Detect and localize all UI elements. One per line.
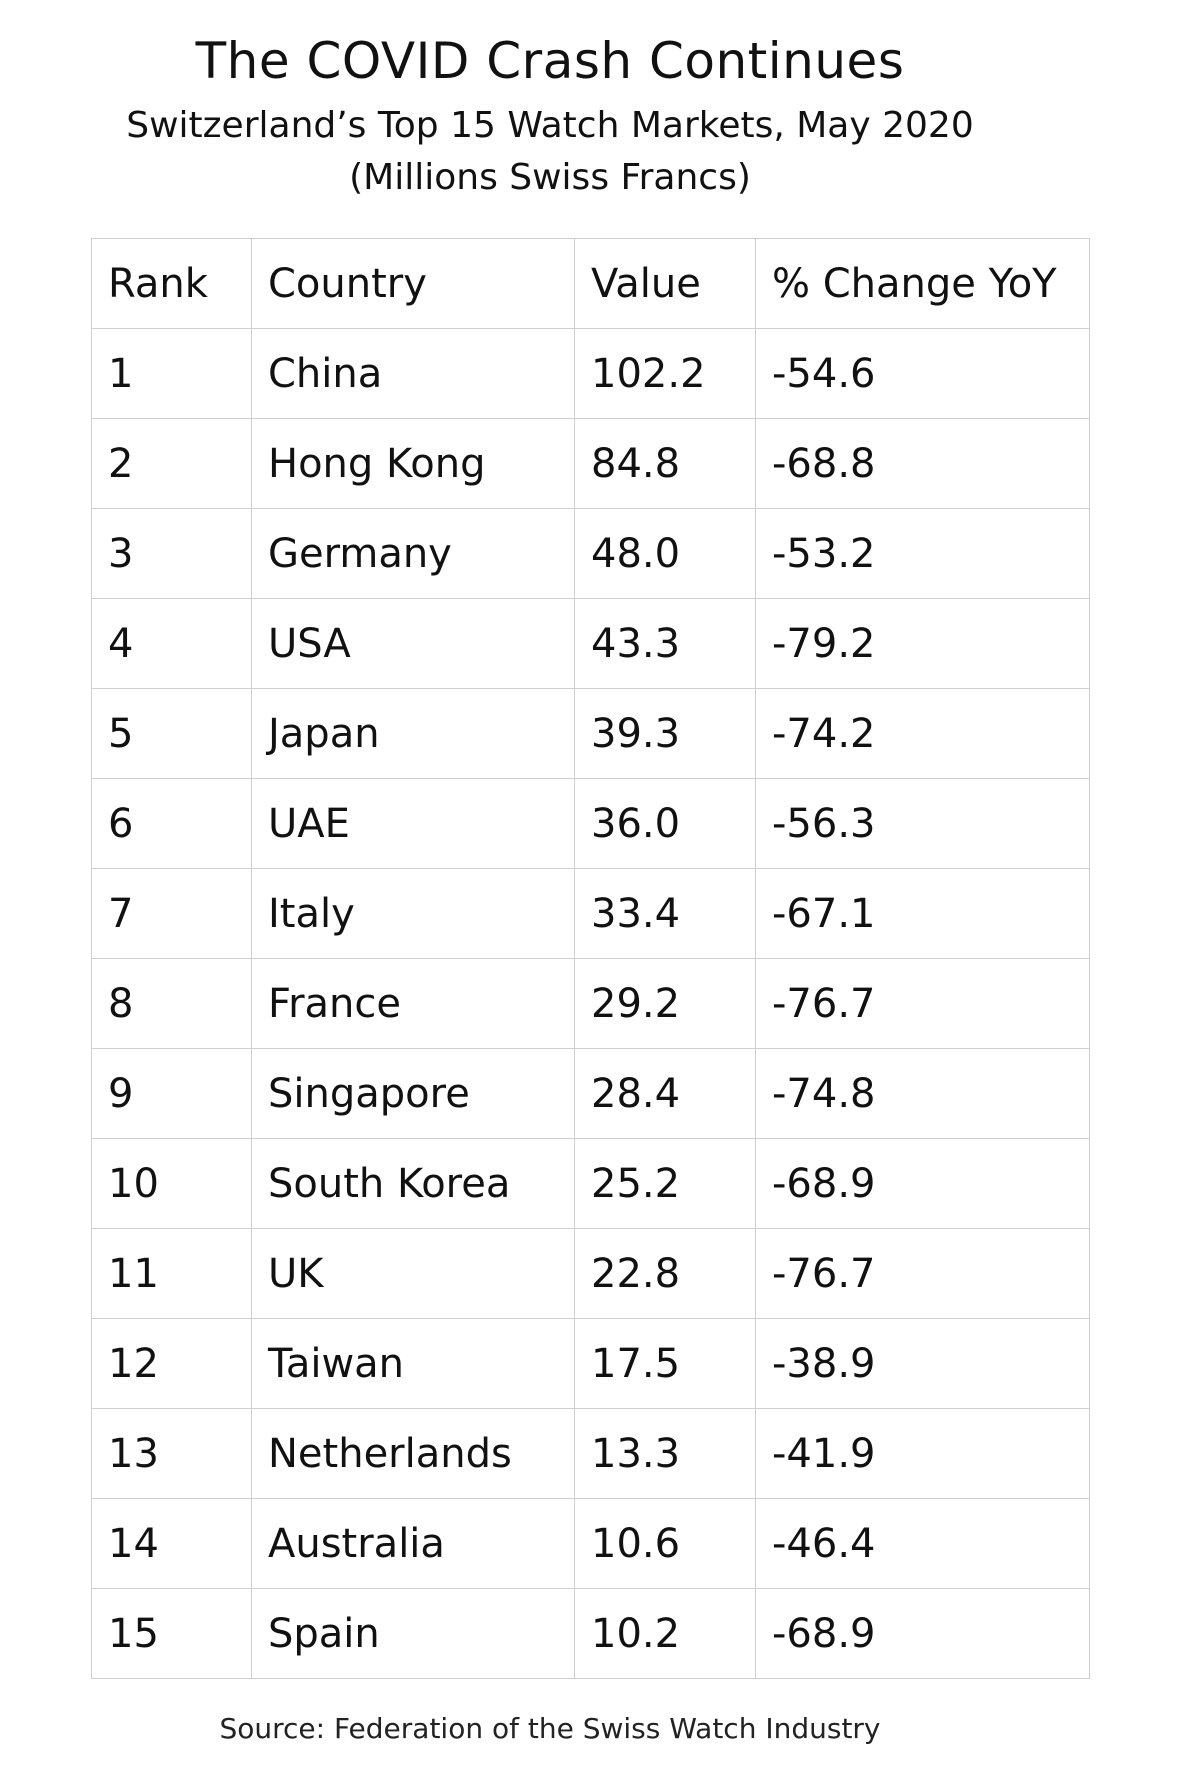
rank-cell: 12 <box>91 1318 252 1409</box>
table-row: 7 Italy 33.4 -67.1 <box>91 868 1090 959</box>
value-cell: 25.2 <box>574 1138 756 1229</box>
value-cell: 39.3 <box>574 688 756 779</box>
table-row: 1 China 102.2 -54.6 <box>91 328 1090 419</box>
change-cell: -38.9 <box>755 1318 1090 1409</box>
rank-cell: 9 <box>91 1048 252 1139</box>
rank-cell: 7 <box>91 868 252 959</box>
country-cell: Italy <box>251 868 575 959</box>
table-row: 5 Japan 39.3 -74.2 <box>91 688 1090 779</box>
rank-cell: 13 <box>91 1408 252 1499</box>
page-title: The COVID Crash Continues <box>195 32 905 90</box>
subtitle: Switzerland’s Top 15 Watch Markets, May … <box>126 105 974 146</box>
value-cell: 48.0 <box>574 508 756 599</box>
header-change: % Change YoY <box>755 238 1090 329</box>
value-cell: 36.0 <box>574 778 756 869</box>
change-cell: -41.9 <box>755 1408 1090 1499</box>
change-cell: -46.4 <box>755 1498 1090 1589</box>
rank-cell: 11 <box>91 1228 252 1319</box>
change-cell: -74.2 <box>755 688 1090 779</box>
table-row: 4 USA 43.3 -79.2 <box>91 598 1090 689</box>
change-cell: -56.3 <box>755 778 1090 869</box>
subtitle-block: Switzerland’s Top 15 Watch Markets, May … <box>0 100 1100 204</box>
units-label: (Millions Swiss Francs) <box>349 157 751 198</box>
country-cell: Spain <box>251 1588 575 1679</box>
value-cell: 102.2 <box>574 328 756 419</box>
table-row: 2 Hong Kong 84.8 -68.8 <box>91 418 1090 509</box>
rank-cell: 5 <box>91 688 252 779</box>
markets-table: Rank Country Value % Change YoY 1 China 10… <box>91 238 1090 1679</box>
value-cell: 22.8 <box>574 1228 756 1319</box>
country-cell: France <box>251 958 575 1049</box>
table-row: 13 Netherlands 13.3 -41.9 <box>91 1408 1090 1499</box>
table-row: 9 Singapore 28.4 -74.8 <box>91 1048 1090 1139</box>
country-cell: Taiwan <box>251 1318 575 1409</box>
rank-cell: 15 <box>91 1588 252 1679</box>
rank-cell: 1 <box>91 328 252 419</box>
value-cell: 84.8 <box>574 418 756 509</box>
country-cell: Singapore <box>251 1048 575 1139</box>
rank-cell: 3 <box>91 508 252 599</box>
source-note: Source: Federation of the Swiss Watch In… <box>219 1712 881 1745</box>
country-cell: UK <box>251 1228 575 1319</box>
change-cell: -74.8 <box>755 1048 1090 1139</box>
header-value: Value <box>574 238 756 329</box>
value-cell: 43.3 <box>574 598 756 689</box>
table-row: 6 UAE 36.0 -56.3 <box>91 778 1090 869</box>
table-row: 12 Taiwan 17.5 -38.9 <box>91 1318 1090 1409</box>
value-cell: 10.2 <box>574 1588 756 1679</box>
rank-cell: 10 <box>91 1138 252 1229</box>
country-cell: China <box>251 328 575 419</box>
country-cell: Hong Kong <box>251 418 575 509</box>
rank-cell: 2 <box>91 418 252 509</box>
change-cell: -76.7 <box>755 1228 1090 1319</box>
value-cell: 13.3 <box>574 1408 756 1499</box>
value-cell: 10.6 <box>574 1498 756 1589</box>
header-rank: Rank <box>91 238 252 329</box>
rank-cell: 6 <box>91 778 252 869</box>
table-row: 3 Germany 48.0 -53.2 <box>91 508 1090 599</box>
change-cell: -67.1 <box>755 868 1090 959</box>
table-row: 10 South Korea 25.2 -68.9 <box>91 1138 1090 1229</box>
change-cell: -53.2 <box>755 508 1090 599</box>
change-cell: -54.6 <box>755 328 1090 419</box>
value-cell: 28.4 <box>574 1048 756 1139</box>
table-row: 15 Spain 10.2 -68.9 <box>91 1588 1090 1679</box>
value-cell: 17.5 <box>574 1318 756 1409</box>
table-row: 8 France 29.2 -76.7 <box>91 958 1090 1049</box>
country-cell: USA <box>251 598 575 689</box>
country-cell: South Korea <box>251 1138 575 1229</box>
change-cell: -79.2 <box>755 598 1090 689</box>
country-cell: Germany <box>251 508 575 599</box>
table-row: 14 Australia 10.6 -46.4 <box>91 1498 1090 1589</box>
value-cell: 29.2 <box>574 958 756 1049</box>
change-cell: -76.7 <box>755 958 1090 1049</box>
country-cell: Japan <box>251 688 575 779</box>
change-cell: -68.9 <box>755 1588 1090 1679</box>
change-cell: -68.8 <box>755 418 1090 509</box>
header-row: Rank Country Value % Change YoY <box>91 238 1090 329</box>
value-cell: 33.4 <box>574 868 756 959</box>
rank-cell: 14 <box>91 1498 252 1589</box>
header-country: Country <box>251 238 575 329</box>
table-row: 11 UK 22.8 -76.7 <box>91 1228 1090 1319</box>
country-cell: Australia <box>251 1498 575 1589</box>
country-cell: UAE <box>251 778 575 869</box>
change-cell: -68.9 <box>755 1138 1090 1229</box>
rank-cell: 8 <box>91 958 252 1049</box>
rank-cell: 4 <box>91 598 252 689</box>
country-cell: Netherlands <box>251 1408 575 1499</box>
